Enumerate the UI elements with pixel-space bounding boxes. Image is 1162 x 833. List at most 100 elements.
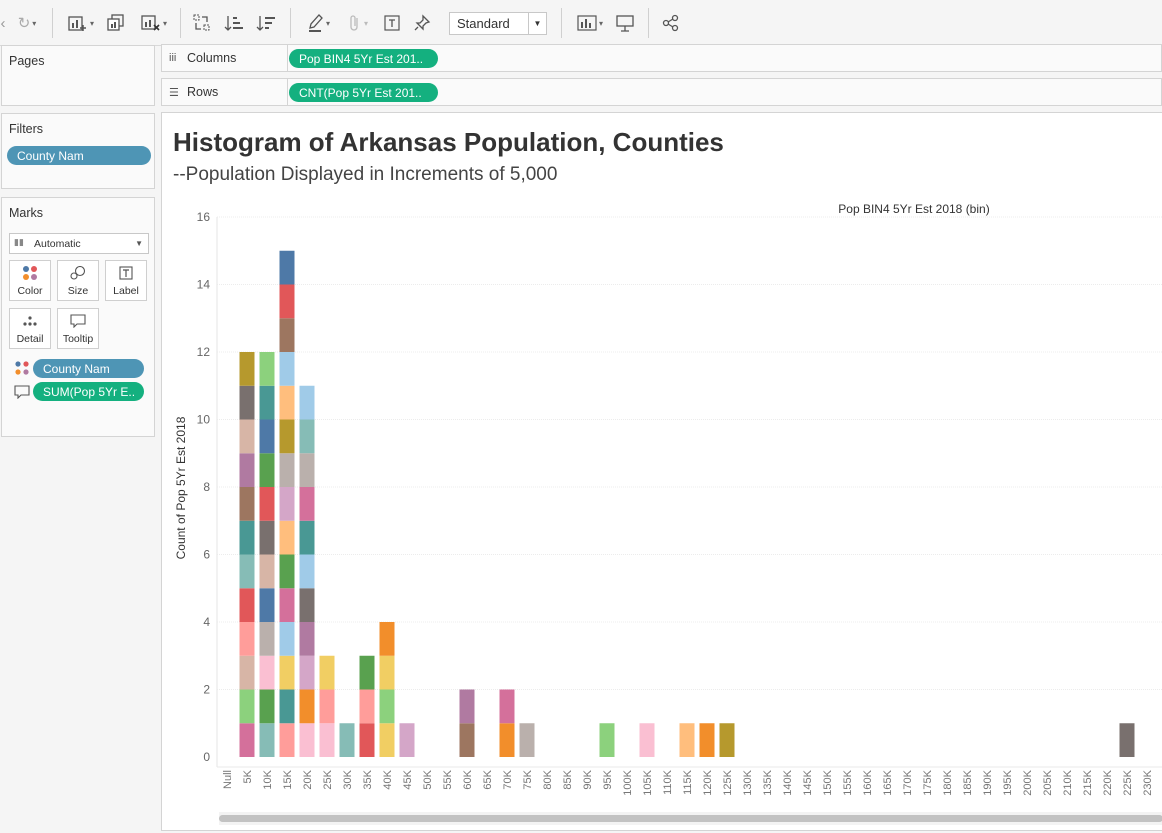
bar-segment-5K bbox=[239, 588, 255, 622]
sort-ascending-icon[interactable] bbox=[222, 11, 246, 35]
x-tick-label: 145K bbox=[802, 769, 814, 795]
color-button[interactable]: Color bbox=[9, 260, 51, 301]
columns-shelf[interactable]: iii Columns Pop BIN4 5Yr Est 201.. bbox=[161, 44, 1162, 72]
detail-button[interactable]: Detail bbox=[9, 308, 51, 349]
mark-type-select[interactable]: ▮▮ Automatic ▼ bbox=[9, 233, 149, 254]
filters-card[interactable]: Filters County Nam bbox=[1, 113, 155, 189]
toolbar-separator bbox=[290, 8, 291, 38]
x-tick-label: 150K bbox=[822, 769, 834, 795]
bar-segment-20K bbox=[299, 622, 315, 656]
pages-card[interactable]: Pages bbox=[1, 45, 155, 106]
size-button[interactable]: Size bbox=[57, 260, 99, 301]
rows-shelf[interactable]: ☰ Rows CNT(Pop 5Yr Est 201.. bbox=[161, 78, 1162, 106]
x-tick-label: 20K bbox=[302, 769, 314, 789]
columns-pill-pop-bin[interactable]: Pop BIN4 5Yr Est 201.. bbox=[289, 49, 438, 68]
bar-segment-115K bbox=[679, 723, 695, 757]
label-button[interactable]: Label bbox=[105, 260, 147, 301]
x-tick-label: 180K bbox=[942, 769, 954, 795]
highlight-icon[interactable]: ▾ bbox=[302, 11, 336, 35]
bar-segment-15K bbox=[279, 352, 295, 386]
mark-size-select[interactable]: Standard ▼ bbox=[449, 12, 547, 35]
bar-segment-5K bbox=[239, 723, 255, 757]
bar-segment-5K bbox=[239, 487, 255, 521]
color-pill-county[interactable]: County Nam bbox=[33, 359, 144, 378]
tooltip-button[interactable]: Tooltip bbox=[57, 308, 99, 349]
refresh-icon[interactable]: ↻ ▾ bbox=[17, 15, 37, 32]
pin-icon[interactable] bbox=[410, 11, 434, 35]
bar-segment-15K bbox=[279, 655, 295, 690]
y-tick-label: 6 bbox=[203, 548, 210, 562]
x-tick-label: 100K bbox=[622, 769, 634, 795]
marks-card: Marks ▮▮ Automatic ▼ Color Size Label De… bbox=[1, 197, 155, 437]
tooltip-pill-sum-pop[interactable]: SUM(Pop 5Yr E.. bbox=[33, 382, 144, 401]
x-tick-label: 215K bbox=[1082, 769, 1094, 795]
bar-segment-40K bbox=[379, 689, 395, 724]
label-icon bbox=[106, 266, 146, 282]
bar-segment-10K bbox=[259, 419, 275, 454]
tooltip-label: Tooltip bbox=[62, 333, 94, 345]
columns-icon: iii bbox=[169, 52, 177, 64]
x-tick-label: 50K bbox=[422, 769, 434, 789]
filter-pill-county[interactable]: County Nam bbox=[7, 146, 151, 165]
bar-segment-95K bbox=[599, 723, 615, 757]
x-tick-label: 190K bbox=[982, 769, 994, 795]
filters-title: Filters bbox=[9, 122, 44, 136]
bar-segment-15K bbox=[279, 622, 295, 656]
detail-icon bbox=[10, 314, 50, 330]
swap-rows-columns-icon[interactable] bbox=[190, 11, 214, 35]
rows-icon: ☰ bbox=[169, 86, 179, 99]
x-tick-label: 225K bbox=[1122, 769, 1134, 795]
sort-descending-icon[interactable] bbox=[254, 11, 278, 35]
bar-segment-20K bbox=[299, 520, 315, 555]
viz-title: Histogram of Arkansas Population, Counti… bbox=[173, 127, 724, 157]
x-tick-label: 75K bbox=[522, 769, 534, 789]
clear-sheet-icon[interactable]: ▾ bbox=[136, 11, 172, 35]
bar-segment-60K bbox=[459, 723, 475, 757]
bar-segment-25K bbox=[319, 723, 335, 757]
x-tick-label: 55K bbox=[442, 769, 454, 789]
y-tick-label: 8 bbox=[203, 480, 210, 494]
bar-segment-10K bbox=[259, 655, 275, 690]
bar-segment-125K bbox=[719, 723, 735, 757]
bar-segment-5K bbox=[239, 554, 255, 589]
toolbar: ‹ ↻ ▾ ▾ ▾ ▾ ▾ Standard ▼ ▾ bbox=[0, 0, 1162, 46]
back-arrow-icon[interactable]: ‹ bbox=[0, 14, 6, 32]
bar-segment-10K bbox=[259, 689, 275, 724]
horizontal-scrollbar[interactable] bbox=[219, 815, 1162, 822]
presentation-icon[interactable] bbox=[613, 11, 637, 35]
bar-segment-5K bbox=[239, 352, 255, 386]
x-tick-label: 10K bbox=[262, 769, 274, 789]
x-tick-label: 90K bbox=[582, 769, 594, 789]
text-label-icon[interactable] bbox=[380, 11, 404, 35]
rows-pill-cnt-pop[interactable]: CNT(Pop 5Yr Est 201.. bbox=[289, 83, 438, 102]
bar-segment-10K bbox=[259, 352, 275, 386]
bar-segment-45K bbox=[399, 723, 415, 757]
bar-segment-35K bbox=[359, 655, 375, 690]
bar-segment-15K bbox=[279, 250, 295, 285]
duplicate-icon[interactable] bbox=[105, 11, 127, 35]
bar-segment-10K bbox=[259, 453, 275, 487]
x-tick-label: 85K bbox=[562, 769, 574, 789]
detail-label: Detail bbox=[16, 333, 44, 345]
columns-shelf-label: iii Columns bbox=[162, 45, 288, 71]
bar-segment-40K bbox=[379, 622, 395, 656]
x-tick-label: 200K bbox=[1022, 769, 1034, 795]
paperclip-icon[interactable]: ▾ bbox=[341, 11, 375, 35]
bar-segment-75K bbox=[519, 723, 535, 757]
histogram-chart[interactable]: Pop BIN4 5Yr Est 2018 (bin) Count of Pop … bbox=[162, 113, 1162, 813]
share-icon[interactable] bbox=[659, 11, 683, 35]
chevron-down-icon: ▼ bbox=[528, 13, 546, 34]
pages-title: Pages bbox=[9, 54, 45, 68]
bar-segment-10K bbox=[259, 487, 275, 521]
x-tick-label: 140K bbox=[782, 769, 794, 795]
bar-segment-10K bbox=[259, 723, 275, 757]
new-worksheet-icon[interactable]: ▾ bbox=[63, 11, 99, 35]
x-tick-label: 110K bbox=[662, 769, 674, 795]
bar-segment-5K bbox=[239, 520, 255, 555]
x-tick-label: 230K bbox=[1142, 769, 1154, 795]
show-me-icon[interactable]: ▾ bbox=[572, 11, 608, 35]
x-tick-label: 40K bbox=[382, 769, 394, 789]
bar-segment-15K bbox=[279, 318, 295, 352]
bar-segment-15K bbox=[279, 689, 295, 724]
x-tick-label: 15K bbox=[282, 769, 294, 789]
